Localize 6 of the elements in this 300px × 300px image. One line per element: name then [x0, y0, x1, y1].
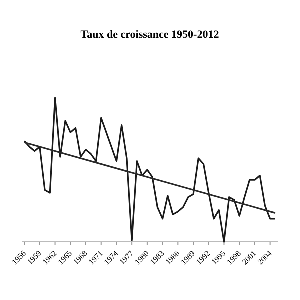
x-tick-label: 2001 — [240, 249, 258, 267]
x-tick-label: 1962 — [40, 249, 59, 267]
x-tick-label: 1983 — [148, 249, 166, 267]
x-tick-label: 1971 — [87, 249, 105, 267]
x-tick-label: 1992 — [194, 249, 212, 267]
chart-title: Taux de croissance 1950-2012 — [80, 29, 220, 41]
